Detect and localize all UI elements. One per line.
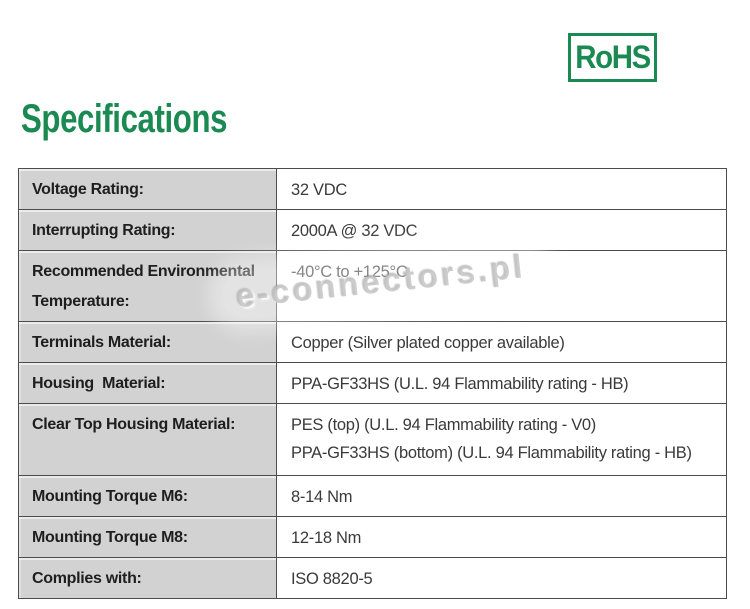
table-row: Recommended Environmental Temperature: -… bbox=[18, 250, 727, 322]
spec-label: Clear Top Housing Material: bbox=[18, 403, 277, 476]
table-row: Interrupting Rating: 2000A @ 32 VDC bbox=[18, 209, 727, 251]
spec-value: Copper (Silver plated copper available) bbox=[276, 321, 727, 363]
spec-label: Mounting Torque M6: bbox=[18, 475, 277, 517]
table-row: Mounting Torque M6: 8-14 Nm bbox=[18, 475, 727, 517]
table-row: Mounting Torque M8: 12-18 Nm bbox=[18, 516, 727, 558]
table-row: Complies with: ISO 8820-5 bbox=[18, 557, 727, 599]
spec-label: Interrupting Rating: bbox=[18, 209, 277, 251]
spec-value: 32 VDC bbox=[276, 168, 727, 210]
table-row: Voltage Rating: 32 VDC bbox=[18, 168, 727, 210]
spec-label: Voltage Rating: bbox=[18, 168, 277, 210]
table-row: Terminals Material: Copper (Silver plate… bbox=[18, 321, 727, 363]
spec-value: 2000A @ 32 VDC bbox=[276, 209, 727, 251]
page-title: Specifications bbox=[21, 97, 228, 141]
spec-label: Recommended Environmental Temperature: bbox=[18, 250, 277, 322]
spec-label: Complies with: bbox=[18, 557, 277, 599]
spec-value: 8-14 Nm bbox=[276, 475, 727, 517]
table-row: Clear Top Housing Material: PES (top) (U… bbox=[18, 403, 727, 476]
spec-label: Terminals Material: bbox=[18, 321, 277, 363]
spec-value: PPA-GF33HS (U.L. 94 Flammability rating … bbox=[276, 362, 727, 404]
spec-value: 12-18 Nm bbox=[276, 516, 727, 558]
specifications-table: Voltage Rating: 32 VDC Interrupting Rati… bbox=[18, 168, 727, 599]
table-row: Housing Material: PPA-GF33HS (U.L. 94 Fl… bbox=[18, 362, 727, 404]
spec-value: PES (top) (U.L. 94 Flammability rating -… bbox=[276, 403, 727, 476]
rohs-badge: RoHS bbox=[568, 33, 657, 82]
spec-label: Housing Material: bbox=[18, 362, 277, 404]
spec-value: ISO 8820-5 bbox=[276, 557, 727, 599]
spec-label: Mounting Torque M8: bbox=[18, 516, 277, 558]
rohs-badge-label: RoHS bbox=[575, 39, 651, 75]
spec-value: -40°C to +125°C bbox=[276, 250, 727, 322]
